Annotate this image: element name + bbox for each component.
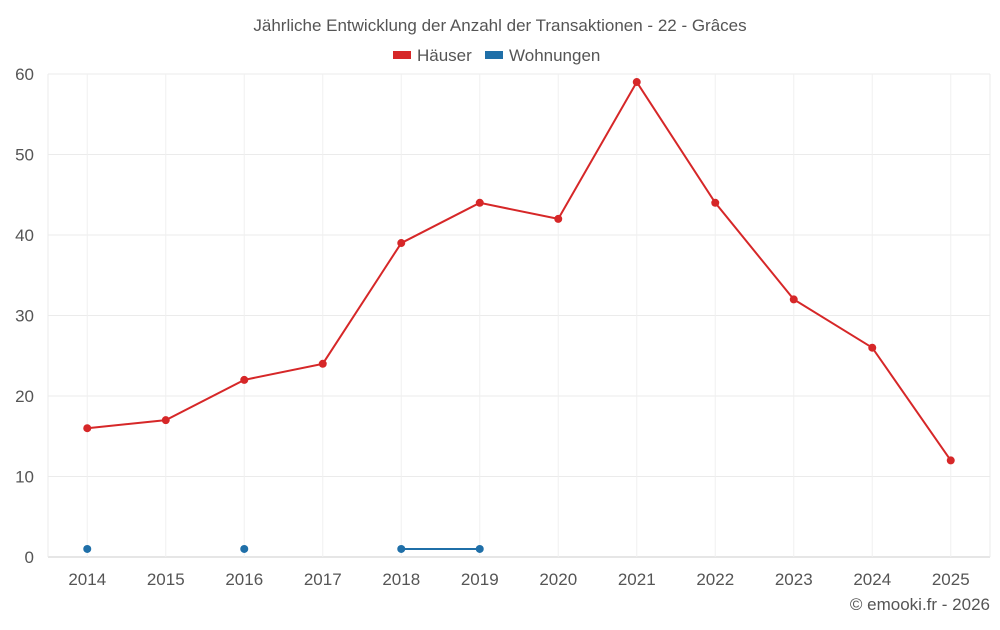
- x-tick-label: 2019: [461, 570, 499, 589]
- data-point[interactable]: [554, 214, 563, 223]
- x-tick-label: 2022: [696, 570, 734, 589]
- data-point[interactable]: [475, 544, 484, 553]
- y-tick-label: 10: [15, 468, 34, 487]
- x-tick-label: 2024: [853, 570, 891, 589]
- x-tick-label: 2016: [225, 570, 263, 589]
- y-tick-label: 60: [15, 65, 34, 84]
- data-point[interactable]: [397, 544, 406, 553]
- y-tick-label: 0: [25, 548, 34, 567]
- series-line-0: [87, 80, 952, 461]
- credit-text: © emooki.fr - 2026: [850, 595, 990, 614]
- data-point[interactable]: [946, 456, 955, 465]
- legend-item[interactable]: Wohnungen: [509, 46, 600, 65]
- y-tick-label: 40: [15, 226, 34, 245]
- legend-item[interactable]: Häuser: [417, 46, 472, 65]
- data-point[interactable]: [240, 544, 249, 553]
- data-point[interactable]: [83, 544, 92, 553]
- y-tick-label: 20: [15, 387, 34, 406]
- x-tick-label: 2020: [539, 570, 577, 589]
- data-point[interactable]: [318, 359, 327, 368]
- data-point[interactable]: [632, 78, 641, 87]
- legend: Häuser Wohnungen: [393, 46, 600, 65]
- data-point[interactable]: [83, 424, 92, 433]
- data-point[interactable]: [711, 198, 720, 207]
- x-tick-label: 2015: [147, 570, 185, 589]
- x-tick-label: 2021: [618, 570, 656, 589]
- data-point[interactable]: [161, 416, 170, 425]
- x-tick-label: 2023: [775, 570, 813, 589]
- legend-swatch: [485, 51, 503, 59]
- data-point[interactable]: [475, 198, 484, 207]
- legend-swatch: [393, 51, 411, 59]
- data-point[interactable]: [240, 375, 249, 384]
- y-tick-label: 50: [15, 146, 34, 165]
- data-point[interactable]: [397, 239, 406, 248]
- x-tick-label: 2018: [382, 570, 420, 589]
- data-point[interactable]: [868, 343, 877, 352]
- data-point[interactable]: [789, 295, 798, 304]
- y-tick-label: 30: [15, 307, 34, 326]
- chart-title: Jährliche Entwicklung der Anzahl der Tra…: [253, 16, 746, 35]
- x-tick-label: 2017: [304, 570, 342, 589]
- x-tick-label: 2014: [68, 570, 106, 589]
- x-tick-label: 2025: [932, 570, 970, 589]
